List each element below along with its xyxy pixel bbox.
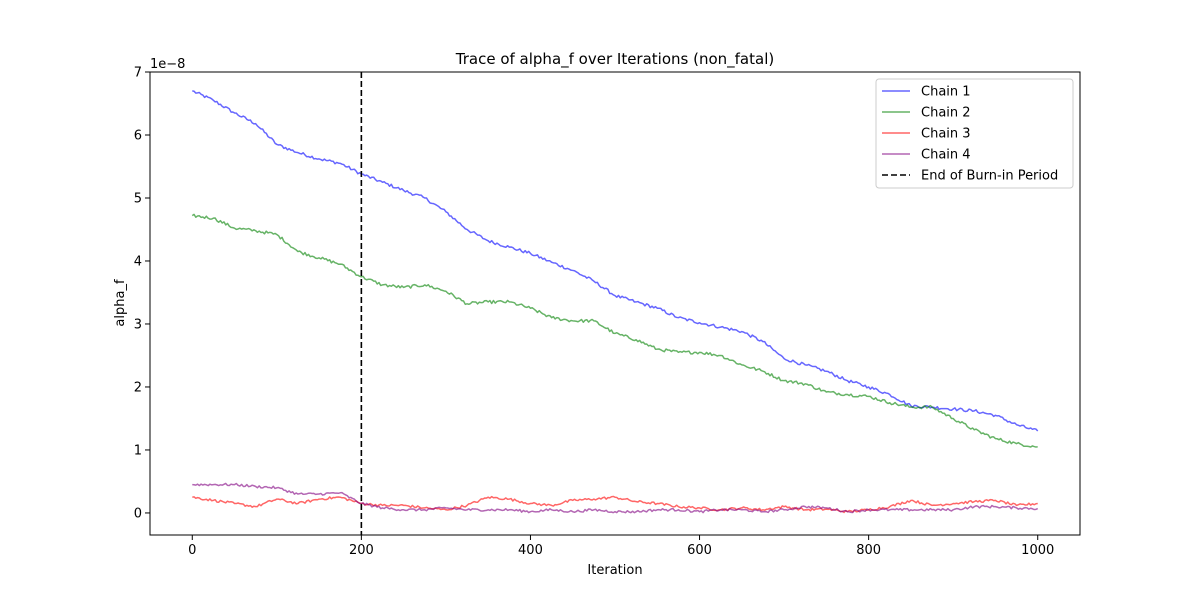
x-tick-label: 800 <box>856 543 881 558</box>
chart-title: Trace of alpha_f over Iterations (non_fa… <box>455 50 774 69</box>
series-line-chain-4 <box>192 482 1039 514</box>
series-line-chain-2 <box>191 213 1038 448</box>
x-axis-label: Iteration <box>587 563 642 578</box>
legend-label-1: Chain 1 <box>921 85 971 100</box>
legend-box <box>875 78 1074 189</box>
legend-label-2: Chain 2 <box>921 106 971 121</box>
y-axis-offset-text: 1e−8 <box>150 57 185 72</box>
x-tick-label: 600 <box>687 543 712 558</box>
x-tick-label: 200 <box>349 543 374 558</box>
y-tick-label: 4 <box>134 254 142 269</box>
x-tick-label: 400 <box>518 543 543 558</box>
legend: Chain 1 Chain 2 Chain 3 Chain 4 End of Burn-… <box>875 78 1074 189</box>
y-axis-label: alpha_f <box>113 279 128 327</box>
y-tick-label: 7 <box>134 66 142 81</box>
y-tick-label: 6 <box>134 128 142 143</box>
x-axis-ticks: 0 200 400 600 800 1000 <box>188 535 1054 558</box>
y-tick-label: 3 <box>134 317 142 332</box>
series-line-chain-1 <box>192 90 1039 432</box>
series-layer <box>191 90 1039 514</box>
y-tick-label: 0 <box>134 506 142 521</box>
y-tick-label: 5 <box>134 191 142 206</box>
legend-label-3: Chain 3 <box>921 127 971 142</box>
series-line-chain-3 <box>192 495 1038 514</box>
y-axis-ticks: 0 1 2 3 4 5 6 7 <box>134 66 150 521</box>
plot-frame <box>149 71 1081 536</box>
x-tick-label: 1000 <box>1021 543 1054 558</box>
y-tick-label: 2 <box>134 380 142 395</box>
legend-label-4: Chain 4 <box>921 148 971 163</box>
x-tick-label: 0 <box>188 543 196 558</box>
y-tick-label: 1 <box>134 443 142 458</box>
legend-label-5: End of Burn-in Period <box>921 169 1058 184</box>
